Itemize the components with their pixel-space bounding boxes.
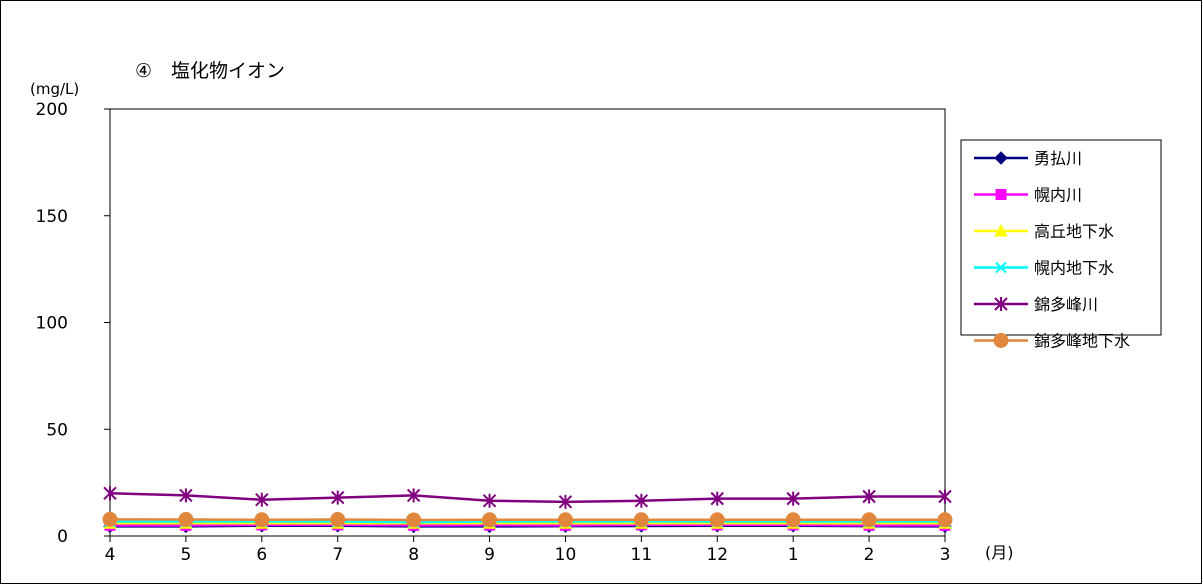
legend-label: 錦多峰地下水: [1034, 332, 1130, 351]
series-line: [109, 518, 945, 522]
x-tick-label: 9: [484, 545, 495, 565]
legend-marker: [993, 333, 1009, 348]
x-tick-label: 8: [408, 545, 419, 565]
x-tick-label: 3: [940, 545, 951, 565]
data-point: [330, 512, 346, 528]
legend-label: 勇払川: [1034, 149, 1082, 168]
y-axis-unit-label: (mg/L): [30, 80, 79, 98]
y-tick-label: 50: [46, 420, 68, 440]
data-point: [254, 512, 270, 528]
series-5: [103, 486, 952, 509]
data-point: [406, 488, 421, 503]
legend-item: 錦多峰川: [974, 295, 1098, 314]
legend-marker: [994, 223, 1008, 237]
x-tick-label: 4: [105, 545, 116, 565]
legend-marker: [995, 261, 1007, 274]
legend-marker: [994, 297, 1008, 311]
legend-item: 高丘地下水: [974, 222, 1114, 241]
legend-box: [960, 139, 1162, 336]
data-point: [102, 511, 118, 527]
legend-item: 錦多峰地下水: [974, 332, 1130, 351]
x-tick-label: 2: [864, 545, 875, 565]
legend-marker: [994, 151, 1008, 165]
series-6: [102, 511, 953, 528]
x-tick-label: 12: [706, 545, 728, 565]
data-point: [785, 512, 801, 528]
data-point: [558, 494, 573, 509]
y-tick-label: 100: [36, 314, 68, 334]
x-axis: 4 5 6 7 8 9 10 11 12 1 2 3: [105, 536, 951, 565]
chart-title: ④ 塩化物イオン: [135, 60, 285, 82]
data-point: [331, 490, 345, 505]
x-tick-label: 7: [332, 545, 343, 565]
series-layer: [102, 486, 953, 534]
y-tick-label: 0: [57, 527, 68, 547]
series-line: [109, 492, 945, 504]
legend-label: 錦多峰川: [1034, 295, 1098, 314]
data-point: [482, 512, 498, 528]
y-tick-label: 150: [36, 207, 68, 227]
data-point: [710, 491, 724, 506]
data-point: [482, 493, 497, 508]
data-point: [179, 488, 193, 503]
legend-label: 幌内川: [1034, 186, 1082, 205]
data-point: [103, 486, 117, 501]
plot-area: [109, 108, 946, 537]
data-point: [709, 512, 725, 528]
y-tick-label: 200: [36, 100, 68, 120]
x-tick-label: 10: [555, 545, 577, 565]
data-point: [937, 512, 953, 528]
data-point: [862, 489, 876, 504]
x-tick-label: 6: [256, 545, 267, 565]
legend-item: 幌内川: [974, 186, 1082, 205]
x-tick-label: 1: [788, 545, 799, 565]
data-point: [786, 491, 800, 506]
x-tick-label: 5: [180, 545, 191, 565]
y-axis: 0 50 100 150 200: [36, 100, 110, 547]
legend-marker-stroke: [995, 261, 1007, 274]
data-point: [557, 512, 573, 528]
data-point: [861, 512, 877, 528]
x-axis-unit-label: (月): [985, 543, 1014, 562]
x-tick-label: 11: [631, 545, 653, 565]
series-line: [110, 520, 945, 524]
data-point: [178, 512, 194, 528]
data-point: [634, 493, 649, 508]
legend-label: 幌内地下水: [1034, 259, 1114, 278]
legend-item: 幌内地下水: [974, 259, 1114, 278]
legend-label: 高丘地下水: [1034, 222, 1114, 241]
data-point: [406, 512, 422, 528]
data-point: [938, 489, 952, 504]
legend-marker: [995, 189, 1007, 200]
data-point: [633, 512, 649, 528]
legend-item: 勇払川: [974, 149, 1082, 168]
data-point: [255, 492, 269, 507]
